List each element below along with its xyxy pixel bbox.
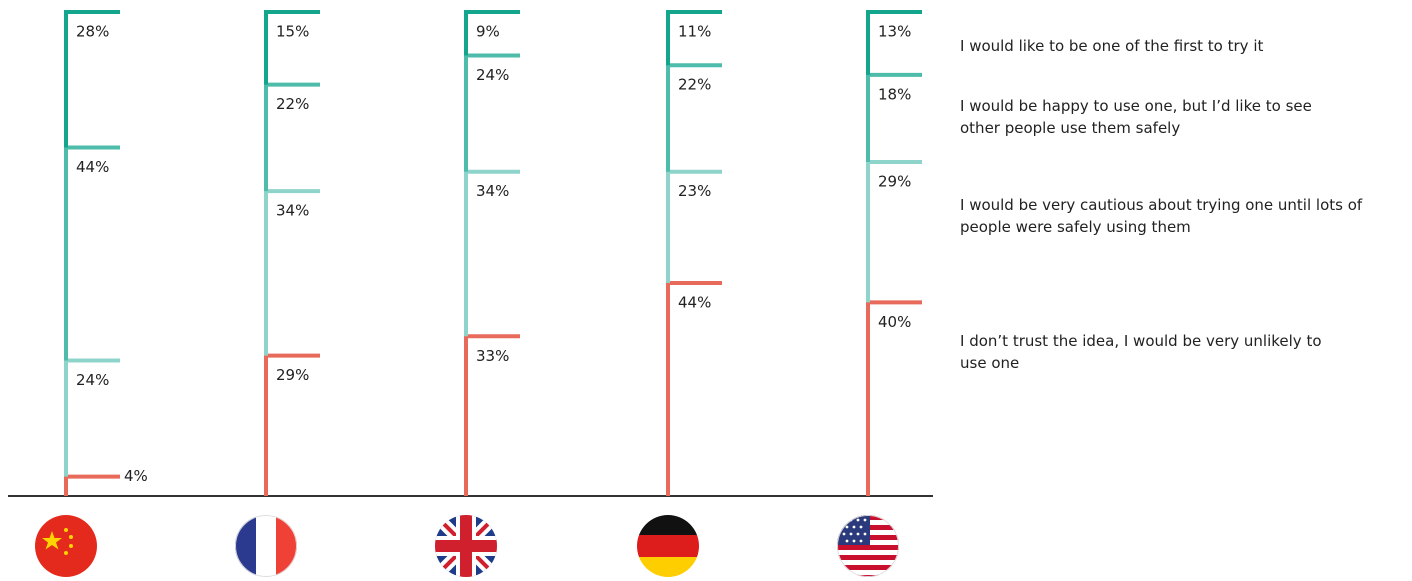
value-label: 4% xyxy=(124,467,148,485)
flag-france xyxy=(235,515,297,577)
legend-entry: I would be very cautious about trying on… xyxy=(960,196,1363,236)
flag-china xyxy=(35,515,97,577)
flag-uk xyxy=(435,515,497,577)
value-label: 15% xyxy=(276,23,309,41)
value-label: 23% xyxy=(678,182,711,200)
value-label: 40% xyxy=(878,313,911,331)
flag-germany xyxy=(637,515,699,577)
segment xyxy=(64,474,120,496)
value-label: 13% xyxy=(878,23,911,41)
value-label: 29% xyxy=(276,366,309,384)
value-label: 18% xyxy=(878,85,911,103)
flag-usa xyxy=(837,515,899,577)
segment xyxy=(464,10,520,56)
value-label: 44% xyxy=(76,158,109,176)
segment xyxy=(666,10,722,66)
legend-entry: I would like to be one of the first to t… xyxy=(960,37,1264,55)
value-label: 29% xyxy=(878,173,911,191)
value-label: 28% xyxy=(76,23,109,41)
value-label: 24% xyxy=(76,371,109,389)
segment xyxy=(264,10,320,85)
segment xyxy=(866,10,922,75)
segment xyxy=(866,300,922,496)
segment xyxy=(64,145,120,361)
value-label: 22% xyxy=(678,76,711,94)
value-label: 33% xyxy=(476,347,509,365)
segment xyxy=(666,281,722,496)
legend-entry: I would be happy to use one, but I’d lik… xyxy=(960,97,1312,137)
segment xyxy=(64,10,120,148)
value-label: 24% xyxy=(476,66,509,84)
value-label: 22% xyxy=(276,95,309,113)
value-label: 34% xyxy=(476,182,509,200)
value-label: 34% xyxy=(276,202,309,220)
value-label: 11% xyxy=(678,23,711,41)
legend-entry: I don’t trust the idea, I would be very … xyxy=(960,332,1322,372)
value-label: 9% xyxy=(476,23,500,41)
value-label: 44% xyxy=(678,294,711,312)
